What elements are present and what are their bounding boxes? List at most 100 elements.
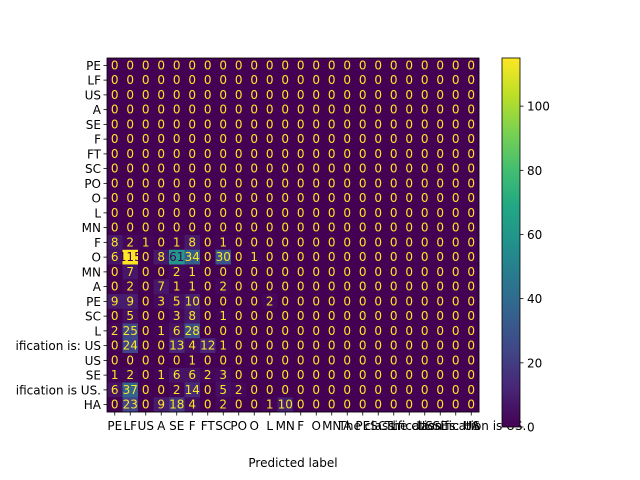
cell-value-label: 0 (297, 103, 305, 117)
heatmap-cell (138, 235, 154, 251)
cell-value-label: 0 (266, 58, 274, 72)
cell-value-label: 0 (405, 398, 413, 412)
cell-value-label: 8 (111, 235, 119, 249)
cell-value-label: 0 (204, 398, 212, 412)
cell-value-label: 0 (281, 221, 289, 235)
cell-value-label: 0 (467, 383, 475, 397)
heatmap-cell (184, 397, 201, 413)
cell-value-label: 0 (126, 88, 134, 102)
heatmap-cell (339, 323, 356, 339)
heatmap-cell (153, 117, 170, 133)
cell-value-label: 0 (142, 265, 150, 279)
heatmap-cell (463, 338, 480, 354)
heatmap-cell (448, 72, 464, 88)
cell-value-label: 0 (405, 162, 413, 176)
heatmap-cell (246, 353, 263, 369)
heatmap-cell (417, 161, 433, 177)
cell-value-label: 0 (374, 398, 382, 412)
heatmap-cell (463, 161, 480, 177)
cell-value-label: 0 (405, 280, 413, 294)
heatmap-cell (122, 367, 139, 383)
heatmap-cell (231, 338, 247, 354)
heatmap-cell (386, 294, 402, 310)
cell-value-label: 0 (204, 206, 212, 220)
heatmap-cell (386, 190, 402, 206)
cell-value-label: 2 (219, 280, 227, 294)
cell-value-label: 5 (173, 294, 181, 308)
cell-value-label: 0 (405, 58, 413, 72)
cell-value-label: 0 (467, 162, 475, 176)
heatmap-cell (370, 382, 387, 398)
colorbar-tick-label: 80 (527, 164, 542, 178)
cell-value-label: 0 (390, 324, 398, 338)
cell-value-label: 0 (281, 103, 289, 117)
cell-value-label: 0 (188, 73, 196, 87)
heatmap-cell (401, 264, 418, 280)
cell-value-label: 0 (250, 206, 258, 220)
cell-value-label: 0 (421, 117, 429, 131)
heatmap-cell (293, 87, 309, 103)
cell-value-label: 0 (405, 206, 413, 220)
heatmap-cell (262, 294, 278, 310)
heatmap-cell (169, 205, 185, 221)
cell-value-label: 0 (142, 206, 150, 220)
y-tick-label: MN (82, 221, 101, 235)
y-tick-label: L (94, 206, 101, 220)
heatmap-cell (417, 367, 433, 383)
heatmap-cell (138, 87, 154, 103)
heatmap-cell (432, 220, 449, 236)
heatmap-cell (448, 367, 464, 383)
cell-value-label: 0 (126, 162, 134, 176)
heatmap-cell (277, 308, 294, 324)
cell-value-label: 0 (219, 88, 227, 102)
cell-value-label: 0 (219, 117, 227, 131)
y-tick-label: ification is: US (16, 339, 102, 353)
heatmap-cell (339, 161, 356, 177)
heatmap-cells (107, 58, 480, 413)
heatmap-cell (122, 294, 139, 310)
y-tick-label: ification is US. (16, 383, 101, 397)
cell-value-label: 0 (374, 191, 382, 205)
cell-value-label: 0 (111, 339, 119, 353)
heatmap-cell (293, 220, 309, 236)
heatmap-cell (448, 190, 464, 206)
cell-value-label: 0 (328, 191, 336, 205)
cell-value-label: 0 (312, 88, 320, 102)
heatmap-cell (370, 294, 387, 310)
heatmap-cell (355, 353, 371, 369)
cell-value-label: 0 (111, 353, 119, 367)
cell-value-label: 0 (297, 221, 305, 235)
cell-value-label: 0 (452, 265, 460, 279)
heatmap-cell (153, 279, 170, 295)
cell-value-label: 0 (281, 294, 289, 308)
heatmap-cell (417, 205, 433, 221)
heatmap-cell (339, 279, 356, 295)
heatmap-cell (370, 117, 387, 133)
heatmap-cell (215, 353, 232, 369)
cell-value-label: 0 (452, 398, 460, 412)
cell-value-label: 0 (281, 339, 289, 353)
heatmap-cell (432, 72, 449, 88)
cell-value-label: 4 (188, 398, 196, 412)
heatmap-cell (277, 323, 294, 339)
cell-value-label: 0 (452, 73, 460, 87)
cell-value-label: 0 (374, 58, 382, 72)
cell-value-label: 0 (359, 235, 367, 249)
heatmap-cell (122, 220, 139, 236)
cell-value-label: 6 (111, 383, 119, 397)
heatmap-cell (463, 235, 480, 251)
cell-value-label: 0 (281, 117, 289, 131)
heatmap-cell (246, 87, 263, 103)
heatmap-cell (401, 58, 418, 74)
cell-value-label: 0 (343, 147, 351, 161)
heatmap-cell (184, 323, 201, 339)
cell-value-label: 0 (312, 250, 320, 264)
cell-value-label: 0 (390, 88, 398, 102)
heatmap-cell (386, 264, 402, 280)
heatmap-cell (308, 235, 325, 251)
heatmap-cell (401, 397, 418, 413)
cell-value-label: 0 (359, 58, 367, 72)
cell-value-label: 0 (421, 398, 429, 412)
x-tick-label: A (157, 419, 166, 433)
cell-value-label: 0 (374, 103, 382, 117)
